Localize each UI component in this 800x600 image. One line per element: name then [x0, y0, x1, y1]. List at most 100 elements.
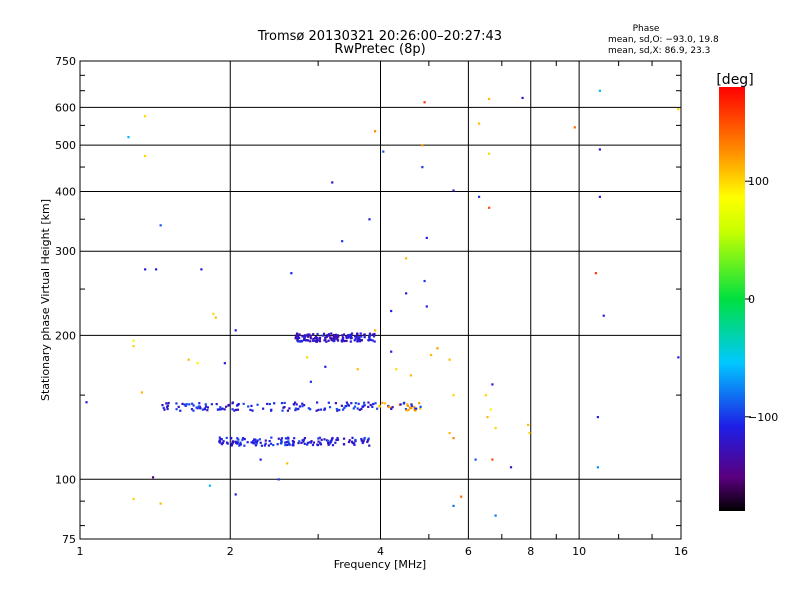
data-point: [236, 437, 239, 440]
data-point: [309, 340, 312, 343]
data-point: [306, 443, 309, 446]
data-point: [322, 332, 326, 335]
data-point: [423, 101, 426, 104]
data-point: [203, 408, 207, 411]
data-point: [293, 437, 296, 440]
data-point: [371, 405, 374, 408]
data-point: [354, 402, 357, 405]
data-point: [351, 436, 354, 439]
data-point: [360, 439, 363, 442]
data-point: [488, 97, 491, 101]
data-point: [405, 257, 408, 260]
data-point: [327, 443, 330, 446]
data-point: [255, 441, 258, 444]
data-point: [197, 405, 200, 408]
data-point: [331, 444, 335, 447]
data-point: [336, 437, 339, 440]
data-point: [405, 409, 408, 412]
data-point: [373, 334, 376, 337]
data-point: [384, 402, 387, 405]
data-point: [181, 402, 184, 405]
data-point: [371, 339, 374, 342]
data-point: [452, 436, 455, 440]
data-point: [306, 441, 310, 444]
data-point: [306, 335, 310, 338]
data-point: [294, 337, 297, 340]
data-point: [596, 415, 599, 419]
data-point: [277, 437, 280, 440]
data-point: [259, 458, 262, 461]
data-point: [239, 441, 242, 444]
data-point: [127, 136, 130, 139]
data-point: [210, 403, 213, 406]
data-point: [287, 440, 290, 443]
data-point: [335, 335, 339, 339]
x-axis-ticks: 1 2 4 6 8 10 16: [77, 61, 688, 558]
data-point: [390, 407, 393, 410]
data-point: [363, 333, 366, 336]
data-point: [284, 437, 288, 440]
x-tick-label: 6: [465, 545, 472, 558]
data-point: [161, 404, 164, 407]
data-point: [350, 402, 353, 405]
data-point: [347, 334, 350, 337]
data-point: [368, 334, 371, 337]
data-point: [352, 407, 355, 410]
data-point: [251, 409, 254, 412]
data-point: [285, 440, 289, 444]
data-point: [341, 240, 344, 243]
data-point: [296, 337, 299, 341]
data-point: [474, 458, 477, 461]
data-point: [166, 405, 169, 408]
data-point: [341, 337, 344, 340]
data-point: [342, 408, 345, 411]
data-point: [217, 408, 220, 411]
data-point: [330, 338, 333, 342]
data-point: [304, 334, 307, 337]
data-point: [283, 401, 286, 405]
data-point: [335, 407, 338, 411]
data-point: [246, 441, 249, 444]
data-point: [272, 443, 275, 447]
data-point: [413, 408, 416, 411]
phase-line-x: mean, sd,X: 86.9, 23.3: [608, 46, 710, 56]
data-point: [356, 332, 359, 335]
data-point: [241, 438, 244, 441]
data-point: [261, 407, 265, 410]
data-point: [418, 402, 421, 405]
data-point: [410, 404, 414, 408]
data-point: [287, 437, 290, 440]
data-point: [316, 443, 319, 446]
chart-subtitle: RwPretec (8p): [334, 42, 425, 57]
data-point: [309, 441, 313, 444]
data-point: [309, 380, 312, 383]
data-point: [249, 408, 252, 411]
data-point: [367, 405, 370, 409]
data-point: [335, 438, 338, 442]
data-point: [294, 407, 297, 410]
data-point: [302, 438, 306, 441]
data-point: [306, 339, 309, 342]
data-point: [317, 437, 320, 440]
data-point: [342, 333, 346, 336]
data-point: [376, 407, 379, 410]
data-point: [144, 115, 147, 118]
data-point: [281, 409, 284, 412]
data-point: [179, 409, 182, 412]
data-point: [343, 339, 346, 343]
data-point: [341, 340, 344, 343]
data-point: [334, 441, 337, 444]
x-tick-label: 1: [77, 545, 84, 558]
data-point: [155, 268, 158, 271]
data-point: [212, 312, 215, 315]
data-point: [332, 334, 335, 337]
data-point: [214, 316, 217, 319]
data-point: [430, 353, 433, 357]
data-point: [166, 404, 170, 407]
data-point: [192, 409, 195, 412]
data-point: [488, 152, 491, 155]
data-point: [345, 335, 348, 338]
data-point: [350, 335, 353, 339]
data-point: [329, 336, 332, 339]
data-point: [242, 436, 245, 440]
